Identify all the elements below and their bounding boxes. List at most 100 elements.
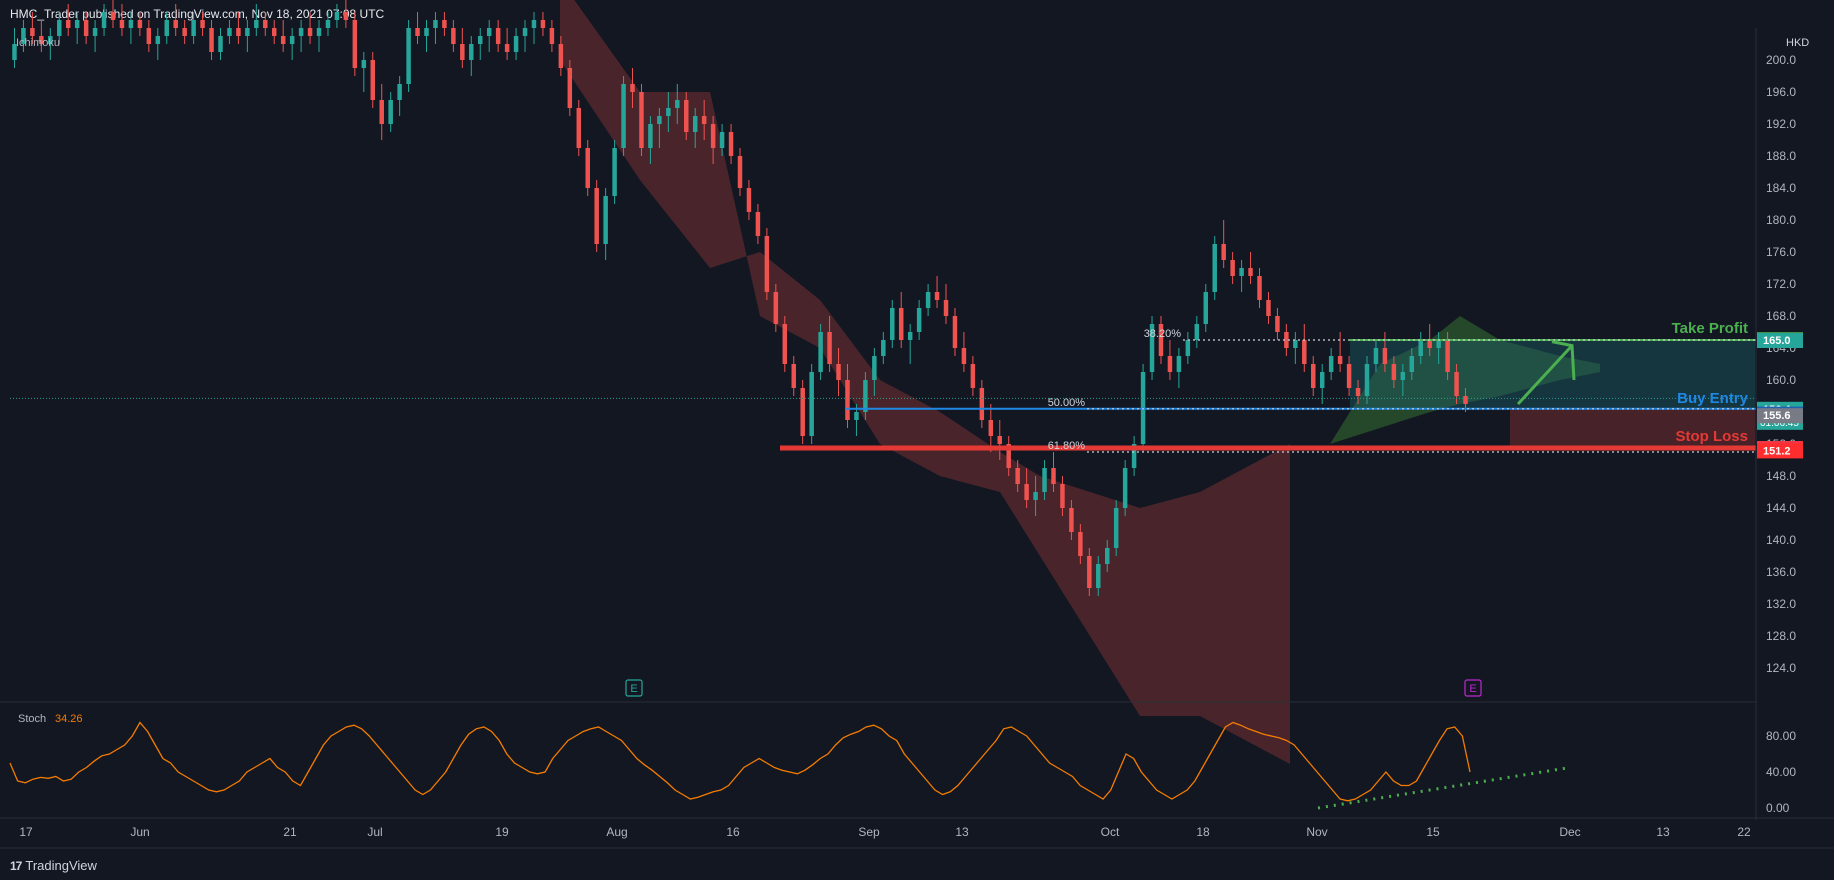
candle: [1167, 340, 1173, 380]
candle-body: [1149, 324, 1155, 372]
candle: [1078, 524, 1083, 564]
time-tick: Jul: [367, 825, 382, 839]
candle: [1382, 332, 1388, 372]
candle-body: [155, 36, 161, 44]
candle: [845, 364, 850, 428]
candle: [57, 12, 62, 44]
candle: [1203, 284, 1209, 332]
candle: [110, 0, 116, 28]
candle: [952, 308, 958, 356]
candle: [863, 372, 868, 420]
candle: [692, 108, 698, 148]
candle: [245, 20, 250, 52]
time-tick: Nov: [1306, 825, 1327, 839]
earnings-marker: [625, 679, 643, 697]
candle: [146, 20, 152, 52]
candle-body: [504, 44, 510, 52]
candle: [1364, 356, 1370, 404]
candle: [271, 20, 277, 44]
candle: [415, 12, 420, 44]
candle: [325, 12, 331, 36]
price-axis: 124.0128.0132.0136.0140.0144.0148.0152.0…: [1755, 0, 1834, 880]
candle: [173, 4, 178, 36]
stoch-label: Stoch: [18, 713, 46, 725]
position-zones: [1350, 340, 1755, 448]
candle: [773, 284, 779, 332]
candle-body: [791, 364, 796, 388]
candle: [128, 12, 134, 44]
candle: [504, 28, 510, 60]
candle-body: [549, 28, 555, 44]
candle-body: [110, 12, 116, 20]
candle-body: [558, 44, 564, 68]
currency-label: HKD: [1786, 37, 1809, 49]
candle: [603, 188, 608, 260]
candle-body: [1122, 468, 1128, 508]
price-tick: 176.0: [1766, 245, 1796, 259]
candle: [397, 76, 402, 116]
candle-body: [478, 36, 483, 44]
stoch-value: 34.26: [55, 713, 83, 725]
candle: [101, 4, 107, 36]
candle: [236, 12, 241, 44]
candle: [12, 28, 17, 68]
candle: [1293, 332, 1298, 364]
candle-body: [1284, 332, 1289, 348]
candle: [316, 20, 322, 52]
candle: [970, 356, 976, 396]
time-tick: 19: [495, 825, 509, 839]
candle-body: [307, 28, 313, 36]
candle-body: [710, 124, 716, 148]
candle-body: [1454, 372, 1459, 396]
candle: [666, 92, 671, 132]
candle: [657, 108, 662, 148]
stop-loss-label: Stop Loss: [1675, 428, 1748, 445]
candle: [1105, 540, 1110, 572]
candle-body: [1463, 396, 1468, 404]
candle-body: [1212, 244, 1217, 292]
candle-body: [21, 28, 26, 44]
stoch-tick: 80.00: [1766, 729, 1796, 743]
candle: [254, 4, 259, 36]
stoch-trendline: [1317, 766, 1571, 810]
candle-body: [92, 28, 98, 36]
price-label-box: [1757, 333, 1803, 348]
candle: [1239, 260, 1244, 292]
candle-body: [218, 36, 223, 52]
candle-body: [137, 20, 143, 28]
candle-body: [1337, 356, 1343, 364]
level-lines: 38.20% 50.00% 61.80% Take Profit Buy Entry St…: [10, 37, 1756, 697]
candle: [988, 404, 994, 452]
candle-body: [83, 20, 89, 36]
candle-body: [1355, 388, 1361, 396]
time-axis: 17 Jun 21 Jul 19 Aug 16 Sep 13 Oct 18 Nov 15 Dec 13 22: [0, 817, 1834, 849]
candle: [370, 52, 375, 108]
candle: [334, 4, 340, 28]
candle-body: [1069, 508, 1074, 532]
candle: [621, 76, 626, 156]
candle-body: [1060, 484, 1065, 508]
candle-body: [361, 60, 367, 68]
candle-body: [513, 36, 519, 52]
candle-body: [612, 148, 617, 196]
candle-body: [1275, 316, 1280, 332]
candle-body: [1364, 364, 1370, 396]
candle-body: [30, 28, 35, 36]
price-label-box: [1757, 408, 1803, 424]
candle: [1176, 348, 1182, 388]
candle: [827, 316, 832, 372]
candle-body: [1302, 340, 1307, 364]
stoch-line: [9, 721, 1471, 802]
candle-body: [1158, 324, 1164, 356]
candle-body: [101, 12, 107, 28]
candle: [1158, 316, 1164, 364]
candle-body: [1006, 444, 1011, 468]
candle: [916, 300, 922, 340]
fib-label: 38.20%: [1144, 328, 1182, 340]
candle-body: [1176, 356, 1182, 372]
candle-body: [191, 20, 196, 36]
candle-body: [1319, 372, 1325, 388]
candle: [997, 420, 1002, 460]
candle: [1400, 364, 1406, 396]
